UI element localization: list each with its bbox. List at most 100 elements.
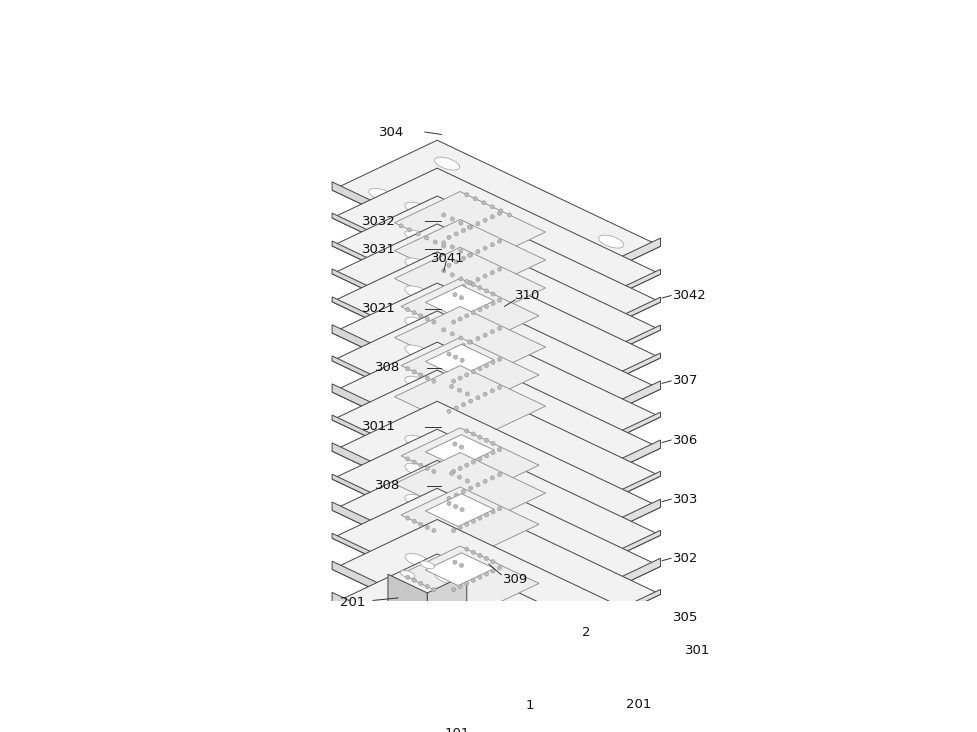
Text: 306: 306 bbox=[673, 433, 698, 447]
Polygon shape bbox=[513, 657, 585, 691]
Text: 309: 309 bbox=[502, 573, 528, 586]
Polygon shape bbox=[332, 384, 555, 498]
Circle shape bbox=[432, 320, 436, 324]
Polygon shape bbox=[332, 443, 555, 557]
Polygon shape bbox=[555, 269, 660, 324]
Circle shape bbox=[458, 526, 462, 529]
Circle shape bbox=[432, 529, 436, 533]
Circle shape bbox=[458, 317, 462, 321]
Circle shape bbox=[451, 320, 455, 324]
Circle shape bbox=[483, 392, 488, 396]
Text: 2: 2 bbox=[582, 626, 591, 638]
Polygon shape bbox=[395, 220, 545, 291]
Polygon shape bbox=[332, 520, 660, 676]
Polygon shape bbox=[425, 285, 494, 318]
Ellipse shape bbox=[563, 333, 588, 346]
Ellipse shape bbox=[435, 571, 459, 584]
Text: 310: 310 bbox=[515, 289, 540, 302]
Circle shape bbox=[457, 475, 461, 479]
Circle shape bbox=[490, 205, 494, 209]
Polygon shape bbox=[424, 637, 473, 732]
Circle shape bbox=[460, 507, 464, 512]
Polygon shape bbox=[332, 561, 555, 676]
Polygon shape bbox=[555, 649, 660, 710]
Polygon shape bbox=[332, 168, 660, 324]
Circle shape bbox=[419, 314, 423, 318]
Circle shape bbox=[483, 246, 488, 250]
Circle shape bbox=[442, 241, 446, 245]
Circle shape bbox=[485, 289, 488, 293]
Circle shape bbox=[453, 504, 457, 509]
Circle shape bbox=[469, 281, 473, 285]
Circle shape bbox=[485, 305, 488, 308]
Circle shape bbox=[454, 406, 458, 410]
Circle shape bbox=[471, 283, 476, 287]
Polygon shape bbox=[395, 365, 545, 437]
Polygon shape bbox=[555, 381, 660, 439]
Circle shape bbox=[450, 332, 454, 336]
Ellipse shape bbox=[563, 510, 588, 523]
Circle shape bbox=[451, 469, 455, 474]
Polygon shape bbox=[332, 356, 555, 467]
Circle shape bbox=[478, 367, 482, 370]
Circle shape bbox=[465, 373, 469, 377]
Circle shape bbox=[485, 454, 488, 458]
Polygon shape bbox=[555, 471, 660, 526]
Polygon shape bbox=[332, 592, 555, 710]
Ellipse shape bbox=[563, 451, 588, 464]
Ellipse shape bbox=[521, 640, 537, 649]
Circle shape bbox=[476, 250, 480, 253]
Circle shape bbox=[491, 360, 495, 365]
Circle shape bbox=[471, 310, 476, 315]
Polygon shape bbox=[424, 714, 516, 732]
Circle shape bbox=[467, 253, 472, 257]
Text: 308: 308 bbox=[375, 361, 401, 374]
Ellipse shape bbox=[435, 157, 459, 170]
Circle shape bbox=[453, 442, 457, 446]
Ellipse shape bbox=[533, 266, 558, 280]
Text: 304: 304 bbox=[379, 125, 404, 138]
Polygon shape bbox=[332, 182, 555, 296]
Circle shape bbox=[433, 240, 438, 244]
Circle shape bbox=[471, 370, 476, 374]
Circle shape bbox=[465, 581, 469, 586]
Circle shape bbox=[425, 236, 429, 240]
Ellipse shape bbox=[404, 317, 430, 330]
Circle shape bbox=[399, 224, 404, 228]
Polygon shape bbox=[555, 353, 660, 408]
Circle shape bbox=[412, 519, 416, 523]
Circle shape bbox=[465, 314, 469, 318]
Ellipse shape bbox=[533, 680, 558, 693]
Circle shape bbox=[478, 553, 482, 557]
Circle shape bbox=[405, 575, 409, 579]
Circle shape bbox=[442, 269, 446, 273]
Circle shape bbox=[407, 228, 411, 232]
Circle shape bbox=[425, 466, 430, 471]
Circle shape bbox=[471, 519, 476, 523]
Ellipse shape bbox=[404, 230, 430, 243]
Text: 301: 301 bbox=[685, 643, 710, 657]
Text: 308: 308 bbox=[375, 479, 401, 493]
Polygon shape bbox=[425, 435, 494, 468]
Polygon shape bbox=[332, 554, 660, 710]
Circle shape bbox=[458, 466, 462, 471]
Polygon shape bbox=[332, 502, 555, 616]
Circle shape bbox=[469, 399, 473, 403]
Polygon shape bbox=[555, 440, 660, 498]
Circle shape bbox=[469, 225, 473, 229]
Circle shape bbox=[485, 572, 488, 576]
Circle shape bbox=[469, 340, 473, 344]
Polygon shape bbox=[555, 412, 660, 467]
Polygon shape bbox=[332, 460, 660, 616]
Polygon shape bbox=[555, 589, 660, 644]
Polygon shape bbox=[402, 337, 539, 403]
Polygon shape bbox=[425, 494, 494, 526]
Circle shape bbox=[446, 352, 451, 356]
Circle shape bbox=[485, 438, 488, 442]
Circle shape bbox=[497, 239, 501, 243]
Ellipse shape bbox=[404, 202, 430, 215]
Ellipse shape bbox=[404, 553, 430, 567]
Ellipse shape bbox=[505, 250, 527, 261]
Text: 305: 305 bbox=[673, 610, 699, 624]
Circle shape bbox=[458, 376, 462, 380]
